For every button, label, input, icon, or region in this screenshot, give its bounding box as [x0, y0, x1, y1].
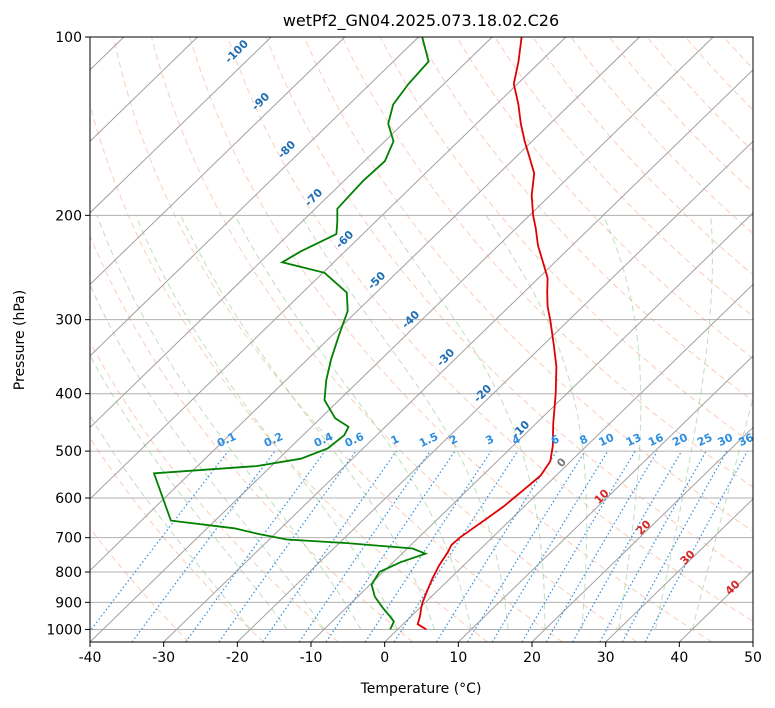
x-axis-ticks: -40 -30 -20 -10 0 10 20 30 40 50 — [79, 642, 762, 666]
temperature-profile — [416, 37, 558, 631]
profiles — [152, 37, 558, 631]
mixing-ratio-line — [644, 450, 749, 642]
dewpoint-profile — [152, 37, 430, 630]
isotherms — [90, 37, 753, 642]
mixing-ratio-line — [298, 450, 431, 642]
dry-adiabat — [112, 37, 563, 642]
mixing-ratio-line — [185, 450, 326, 642]
y-axis-ticks: 100 200 300 400 500 600 700 800 900 1000 — [46, 30, 90, 638]
y-tick-label: 300 — [55, 313, 82, 329]
mixing-ratio-line — [491, 450, 609, 642]
dry-adiabat — [90, 437, 264, 642]
y-tick-label: 200 — [55, 208, 82, 224]
dry-adiabat — [494, 37, 753, 318]
mixing-ratio-label: 16 — [646, 431, 666, 449]
mixing-ratio-line — [599, 450, 707, 642]
isotherm — [163, 69, 753, 642]
mixing-ratio-line — [572, 450, 683, 642]
y-tick-label: 500 — [55, 444, 82, 460]
mixing-ratio-line — [218, 450, 357, 642]
y-axis-label: Pressure (hPa) — [12, 290, 28, 390]
mixing-ratio-line — [262, 450, 397, 642]
x-tick-label: -40 — [79, 650, 102, 666]
mixing-ratio-line — [364, 450, 492, 642]
isotherm — [90, 37, 198, 143]
isotherm — [90, 37, 346, 286]
dry-adiabat — [227, 37, 753, 622]
mixing-ratio-label: 36 — [736, 431, 756, 449]
y-tick-label: 700 — [55, 531, 82, 547]
isotherm — [90, 37, 272, 214]
x-tick-label: -10 — [300, 650, 323, 666]
dry-adiabat — [456, 37, 753, 360]
y-tick-label: 100 — [55, 30, 82, 46]
dry-adiabat — [90, 102, 488, 642]
x-tick-label: -20 — [226, 650, 249, 666]
isotherm — [236, 140, 753, 642]
isotherm — [310, 212, 753, 642]
y-tick-label: 900 — [55, 595, 82, 611]
mixing-ratio-line — [325, 450, 456, 642]
chart-title: wetPf2_GN04.2025.073.18.02.C26 — [283, 11, 559, 31]
x-tick-label: -30 — [152, 650, 175, 666]
dry-adiabat — [90, 341, 339, 642]
dry-adiabat — [303, 37, 753, 532]
mixing-ratio-line — [131, 450, 276, 642]
isotherm — [90, 37, 493, 429]
mixing-ratio-line — [393, 450, 519, 642]
mixing-ratio-label: 13 — [624, 431, 643, 449]
mixing-ratio-label: 25 — [695, 431, 714, 449]
mixing-ratio-lines — [90, 450, 749, 642]
isotherm — [90, 37, 714, 642]
isotherm — [605, 498, 753, 642]
dry-adiabat — [189, 37, 712, 642]
mixing-ratio-line — [466, 450, 586, 642]
x-axis-label: Temperature (°C) — [360, 681, 482, 697]
mixing-ratio-label: 30 — [716, 431, 736, 449]
isotherm — [531, 426, 753, 642]
x-tick-label: 0 — [380, 650, 389, 666]
moist-adiabat — [180, 215, 435, 630]
x-tick-label: 20 — [523, 650, 541, 666]
isotherm — [90, 37, 419, 357]
y-tick-label: 600 — [55, 491, 82, 507]
mixing-ratio-line — [621, 450, 728, 642]
x-tick-label: 50 — [744, 650, 762, 666]
y-tick-label: 800 — [55, 565, 82, 581]
y-tick-label: 400 — [55, 387, 82, 403]
isotherm — [90, 37, 640, 572]
y-tick-label: 1000 — [46, 622, 82, 638]
x-tick-label: 30 — [597, 650, 615, 666]
isotherm — [457, 355, 753, 642]
mixing-ratio-label: 10 — [597, 431, 617, 449]
dry-adiabat — [151, 37, 638, 642]
plot-area: -100-90-80-70-60-50-40-30-20-10010203040… — [90, 37, 756, 642]
isotherm — [90, 37, 567, 500]
x-tick-label: 10 — [449, 650, 467, 666]
isotherm — [384, 283, 753, 642]
x-tick-label: 40 — [670, 650, 688, 666]
dry-adiabat — [265, 37, 753, 577]
plot-frame — [89, 36, 754, 643]
mixing-ratio-label: 20 — [670, 431, 690, 449]
